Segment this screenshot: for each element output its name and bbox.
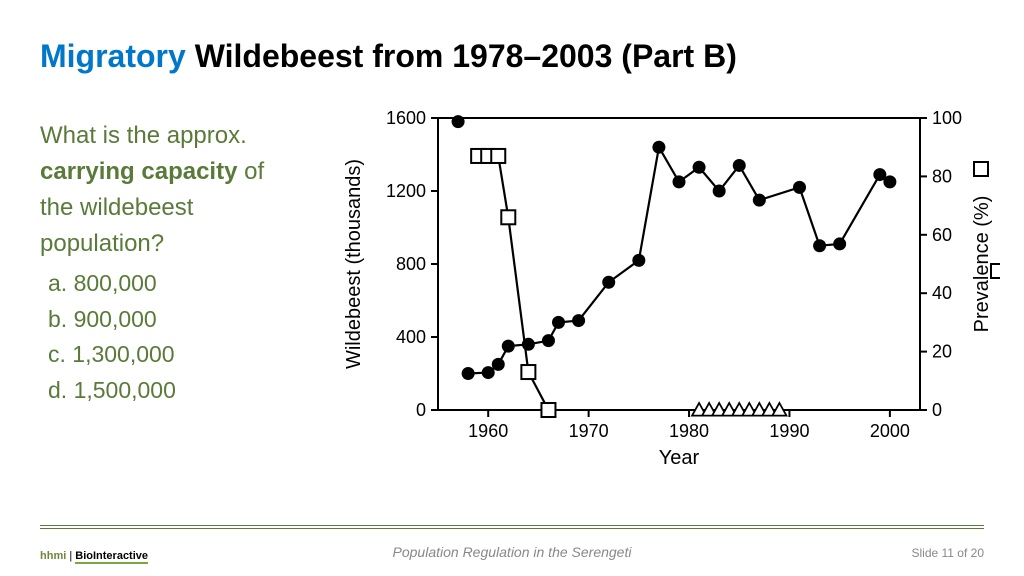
- svg-text:40: 40: [932, 283, 952, 303]
- svg-text:Prevalence (%): Prevalence (%): [971, 196, 993, 333]
- svg-text:2000: 2000: [870, 421, 910, 441]
- q-line3: the wildebeest: [40, 194, 193, 221]
- choice-a: a. 800,000: [48, 266, 330, 302]
- svg-text:0: 0: [932, 400, 942, 420]
- svg-text:1990: 1990: [769, 421, 809, 441]
- svg-text:Wildebeest (thousands): Wildebeest (thousands): [343, 159, 365, 369]
- svg-text:1970: 1970: [569, 421, 609, 441]
- svg-text:80: 80: [932, 166, 952, 186]
- q-bold: carrying capacity: [40, 158, 237, 185]
- chart-container: 1960 1970 1980 1990 2000 0 400 800 1200 1600 0 20 40…: [340, 102, 1000, 472]
- q-line1: What is the approx.: [40, 122, 247, 149]
- slide-title: Migratory Wildebeest from 1978–2003 (Par…: [40, 38, 737, 75]
- slide-number: Slide 11 of 20: [912, 546, 985, 560]
- svg-text:800: 800: [396, 254, 426, 274]
- choice-d: d. 1,500,000: [48, 373, 330, 409]
- svg-text:100: 100: [932, 108, 962, 128]
- title-accent: Migratory: [40, 38, 186, 74]
- svg-text:0: 0: [416, 400, 426, 420]
- choices: a. 800,000 b. 900,000 c. 1,300,000 d. 1,…: [40, 266, 330, 409]
- question-block: What is the approx. carrying capacity of…: [40, 118, 330, 409]
- q-line2-rest: of: [237, 158, 264, 185]
- choice-b: b. 900,000: [48, 302, 330, 338]
- title-rest: Wildebeest from 1978–2003 (Part B): [186, 38, 737, 74]
- choice-c: c. 1,300,000: [48, 337, 330, 373]
- svg-text:1960: 1960: [468, 421, 508, 441]
- population-chart: 1960 1970 1980 1990 2000 0 400 800 1200 1600 0 20 40…: [340, 102, 1000, 472]
- footer-center-text: Population Regulation in the Serengeti: [0, 544, 1024, 560]
- svg-text:1600: 1600: [386, 108, 426, 128]
- svg-text:400: 400: [396, 327, 426, 347]
- svg-text:20: 20: [932, 342, 952, 362]
- q-line4: population?: [40, 230, 164, 257]
- footer-rule-2: [40, 528, 984, 529]
- svg-text:1980: 1980: [669, 421, 709, 441]
- footer: hhmi | BioInteractive Population Regulat…: [0, 538, 1024, 562]
- svg-text:60: 60: [932, 225, 952, 245]
- svg-text:Year: Year: [659, 447, 700, 469]
- svg-text:1200: 1200: [386, 181, 426, 201]
- footer-rule: [40, 525, 984, 526]
